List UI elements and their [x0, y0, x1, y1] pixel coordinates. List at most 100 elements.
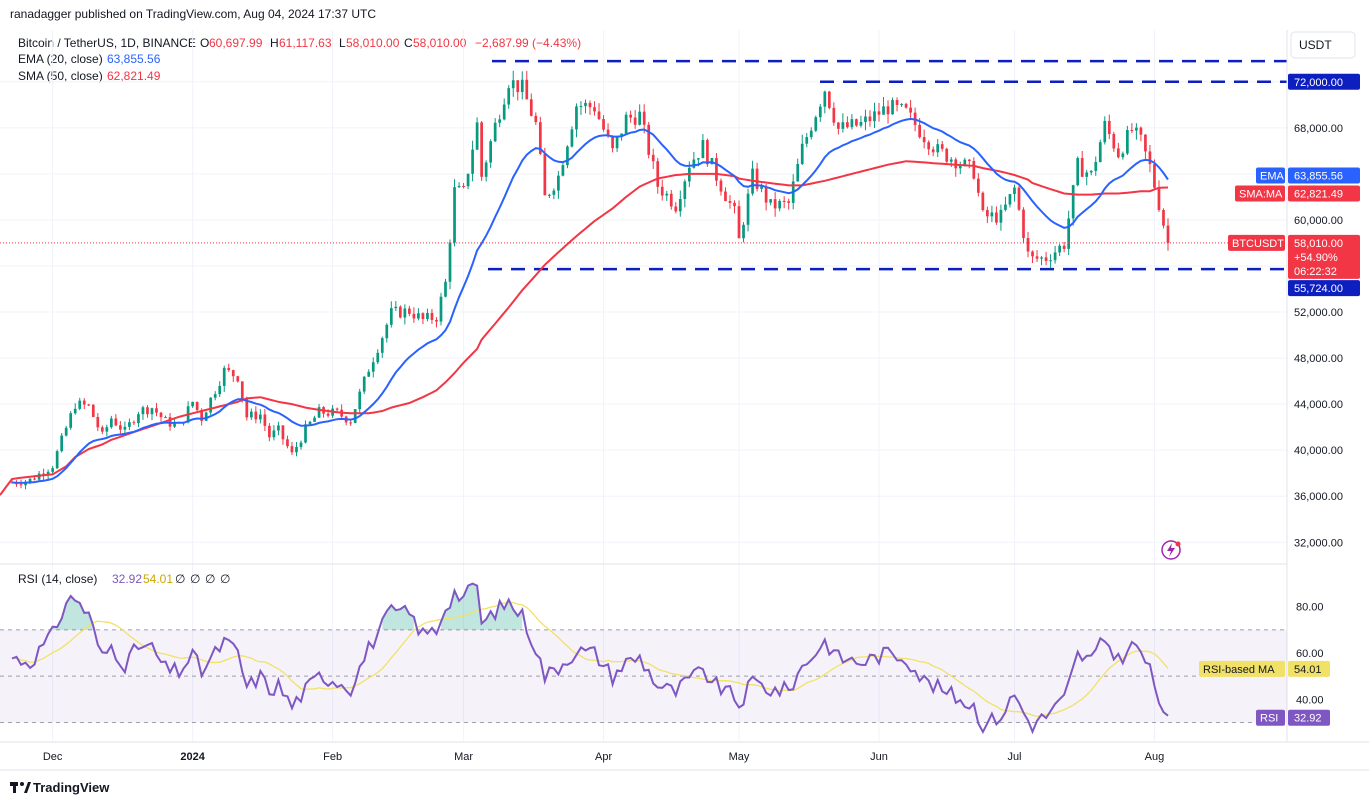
last-tag-change: +54.90%	[1294, 252, 1338, 264]
lightning-alert-icon[interactable]	[1161, 540, 1181, 560]
candle-body	[778, 200, 782, 209]
candle-body	[1013, 187, 1016, 195]
candle-body	[796, 163, 800, 182]
candle-body	[877, 111, 881, 115]
candle-body	[475, 122, 479, 150]
time-tick-label: Mar	[454, 751, 473, 763]
candle-body	[109, 418, 113, 428]
candle-body	[195, 401, 199, 411]
candle-body	[304, 424, 307, 443]
candle-body	[168, 417, 172, 427]
rsi-tag-name-bg	[1256, 709, 1285, 726]
last-tag-countdown: 06:22:32	[1294, 266, 1337, 278]
price-pane[interactable]	[0, 30, 1287, 741]
candle-body	[123, 426, 127, 430]
candle-body	[137, 414, 140, 424]
price-axis[interactable]: 32,000.00 36,000.00 40,000.00 44,000.00 48,0…	[1294, 77, 1343, 549]
candle-body	[1162, 210, 1165, 226]
rsi-pane[interactable]	[0, 582, 1287, 735]
rsi-line	[11, 582, 1169, 735]
ohlc-readout: O 60,697.99 H 61,117.63 L 58,010.00 C 58…	[200, 36, 581, 50]
candle-body	[484, 162, 488, 177]
candle-body	[1053, 252, 1057, 261]
candle-body	[787, 201, 791, 203]
rsi-extra-value: ∅	[190, 572, 200, 586]
candle-body	[958, 165, 962, 169]
candle-body	[882, 106, 885, 115]
candle-body	[918, 124, 921, 138]
candle-body	[78, 400, 82, 409]
candle-body	[665, 193, 669, 196]
candle-body	[697, 158, 700, 160]
candle-body	[1080, 158, 1084, 177]
rsi-overbought-fill	[52, 596, 94, 630]
candle-body	[945, 148, 949, 162]
candle-body	[191, 401, 194, 407]
candle-body	[1058, 245, 1061, 253]
price-tags: 72,000.00 55,724.00 EMA 63,855.56 SMA:MA 62,8…	[1228, 73, 1360, 297]
candle-body	[1098, 142, 1102, 163]
candle-body	[1135, 127, 1138, 131]
candle-body	[335, 408, 339, 410]
tradingview-logo[interactable]: TradingView	[10, 780, 110, 795]
candle-body	[1040, 257, 1043, 259]
rsi-ma-tag-value-bg	[1288, 660, 1330, 677]
price-tick-label: 36,000.00	[1294, 491, 1343, 503]
rsi-axis[interactable]: 40.00 60.00 80.00	[1296, 602, 1324, 707]
tradingview-icon	[10, 782, 31, 793]
candle-body	[620, 133, 623, 137]
time-tick-label: Apr	[595, 751, 612, 763]
candle-body	[91, 404, 95, 417]
candle-body	[525, 79, 529, 100]
candle-body	[746, 193, 750, 225]
sma-tag-name-bg	[1235, 185, 1285, 202]
candle-body	[1076, 158, 1080, 186]
candle-body	[832, 107, 836, 123]
rsi-tick-label: 80.00	[1296, 602, 1324, 614]
ema-tag-name-bg	[1256, 167, 1285, 184]
candle-body	[272, 430, 276, 438]
candle-body	[805, 137, 809, 144]
candle-body	[1085, 172, 1089, 177]
candle-body	[837, 122, 840, 129]
candle-body	[164, 417, 167, 419]
rsi-overbought-fill	[440, 583, 523, 630]
ema-legend-label: EMA (20, close)	[18, 52, 103, 66]
candle-body	[421, 313, 425, 319]
candle-body	[1112, 134, 1116, 149]
currency-button[interactable]: USDT	[1290, 31, 1356, 59]
time-tick-label: Dec	[43, 751, 63, 763]
rsi-tags: RSI-based MA 54.01 RSI 32.92	[1199, 660, 1330, 726]
candle-body	[538, 122, 542, 154]
time-tick-label: 2024	[180, 751, 205, 763]
candle-body	[349, 422, 353, 424]
candle-body	[990, 212, 994, 217]
candle-body	[236, 376, 240, 382]
sma-tag-value: 62,821.49	[1294, 188, 1343, 200]
candle-body	[615, 136, 619, 149]
candle-body	[326, 413, 330, 416]
candle-body	[114, 418, 118, 426]
candle-body	[715, 158, 718, 181]
candle-body	[1035, 256, 1039, 259]
last-tag-bg	[1288, 234, 1360, 279]
rsi-tick-label: 40.00	[1296, 694, 1324, 706]
last-tag-price: 58,010.00	[1294, 238, 1343, 250]
candle-body	[647, 124, 651, 155]
candle-body	[606, 129, 610, 137]
last-tag-name: BTCUSDT	[1232, 238, 1284, 250]
time-axis[interactable]: Dec 2024 Feb Mar Apr May Jun Jul Aug	[43, 751, 1164, 763]
candle-body	[1166, 225, 1170, 243]
candle-body	[588, 102, 592, 108]
sma-legend-value: 62,821.49	[107, 69, 161, 83]
candle-body	[466, 173, 470, 187]
candle-body	[1071, 185, 1075, 219]
candle-body	[51, 468, 54, 472]
candle-body	[159, 412, 163, 418]
rsi-extra-values: ∅ ∅ ∅ ∅	[175, 572, 230, 586]
candle-body	[566, 146, 569, 166]
candle-body	[841, 122, 845, 129]
candle-body	[1004, 204, 1007, 210]
candle-body	[651, 154, 655, 162]
